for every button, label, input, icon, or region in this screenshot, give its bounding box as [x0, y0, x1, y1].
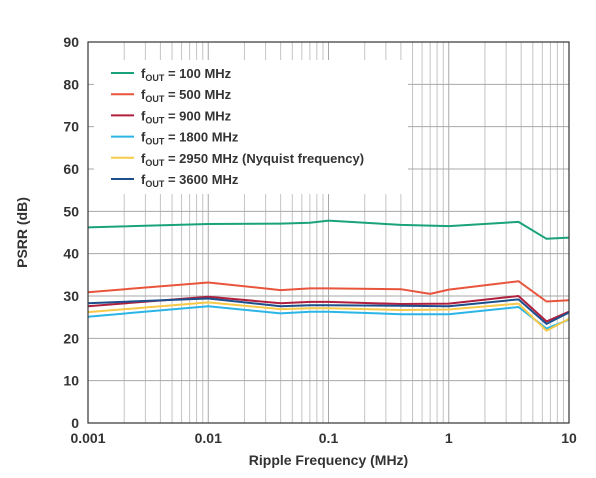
y-tick-label: 70	[63, 119, 79, 135]
plot-frame	[87, 41, 570, 424]
series-line	[87, 297, 570, 325]
y-tick-label: 50	[63, 203, 79, 219]
y-tick-label: 40	[63, 246, 79, 262]
legend: fOUT = 100 MHz fOUT = 500 MHz fOUT = 900 M…	[94, 60, 408, 194]
y-tick-label: 60	[63, 161, 79, 177]
series-lines	[87, 219, 570, 332]
y-axis-title: PSRR (dB)	[14, 197, 30, 268]
series-line	[87, 280, 570, 303]
legend-label: fOUT = 900 MHz	[141, 108, 232, 125]
series-line	[87, 301, 570, 332]
legend-label: fOUT = 500 MHz	[141, 87, 232, 104]
y-tick-label: 90	[63, 34, 79, 50]
legend-background	[94, 60, 408, 194]
x-axis-title: Ripple Frequency (MHz)	[249, 452, 408, 468]
y-tick-label: 10	[63, 373, 79, 389]
x-tick-label: 0.001	[70, 430, 105, 446]
x-tick-label: 10	[561, 430, 577, 446]
x-tick-label: 0.01	[195, 430, 222, 446]
y-tick-label: 20	[63, 330, 79, 346]
legend-label: fOUT = 100 MHz	[141, 66, 232, 83]
y-tick-label: 30	[63, 288, 79, 304]
tick-labels: 0.001 0.01 0.1 1 10 0 10 20 30 40 50 60 70 80 90	[63, 34, 577, 446]
series-line	[87, 219, 570, 240]
x-tick-label: 1	[445, 430, 453, 446]
x-tick-label: 0.1	[319, 430, 339, 446]
y-tick-label: 80	[63, 76, 79, 92]
legend-label: fOUT = 1800 MHz	[141, 130, 239, 147]
legend-label: fOUT = 3600 MHz	[141, 172, 239, 189]
y-tick-label: 0	[71, 415, 79, 431]
series-line	[87, 295, 570, 323]
legend-label: fOUT = 2950 MHz (Nyquist frequency)	[141, 151, 364, 168]
